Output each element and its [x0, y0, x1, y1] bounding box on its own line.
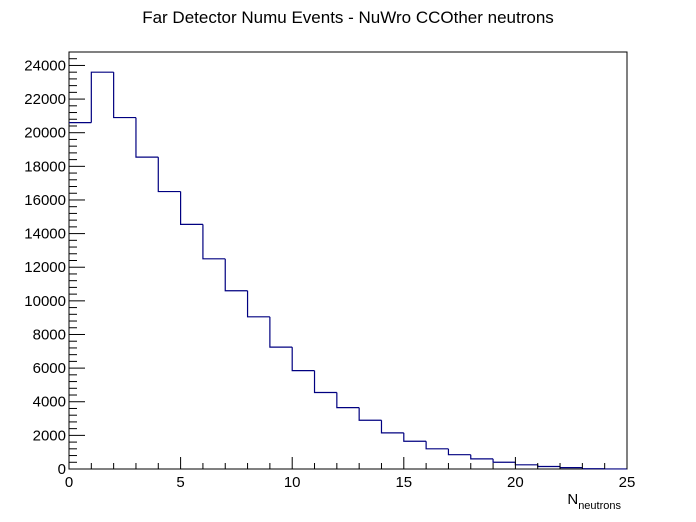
x-axis-title-main: N	[567, 491, 578, 508]
y-tick-label: 18000	[24, 158, 66, 175]
histogram-bars	[69, 71, 627, 470]
histogram-bin	[202, 224, 226, 260]
y-axis: 0 2000 4000 6000 8000 10000 12000 14000 16000 180…	[24, 51, 85, 478]
histogram-bin	[135, 117, 159, 158]
x-tick-label: 15	[395, 474, 412, 491]
y-tick-label: 6000	[33, 360, 66, 377]
histogram-bin	[380, 420, 404, 434]
y-tick-label: 12000	[24, 259, 66, 276]
x-axis-title-subscript: neutrons	[578, 500, 621, 512]
histogram-bin	[358, 407, 382, 421]
plot-frame	[68, 51, 628, 470]
x-tick-label: 25	[619, 474, 636, 491]
x-axis-title: Nneutrons	[567, 491, 621, 512]
histogram-bin	[313, 370, 337, 394]
histogram-bin	[470, 454, 494, 460]
histogram-bin	[90, 71, 114, 123]
histogram-bin	[537, 464, 561, 468]
histogram-bin	[559, 466, 583, 469]
x-tick-label: 10	[284, 474, 301, 491]
histogram-bin	[291, 347, 315, 372]
histogram-bin	[336, 392, 360, 409]
x-tick-label: 5	[176, 474, 184, 491]
histogram-bin	[157, 157, 181, 193]
histogram-bin	[403, 432, 427, 442]
y-tick-label: 22000	[24, 91, 66, 108]
histogram-bin	[246, 290, 270, 318]
y-tick-label: 24000	[24, 57, 66, 74]
y-tick-label: 8000	[33, 326, 66, 343]
histogram-bin	[425, 441, 449, 450]
histogram-bin	[514, 462, 538, 466]
histogram-bin	[224, 258, 248, 292]
histogram-bin	[447, 448, 471, 456]
y-tick-label: 14000	[24, 226, 66, 243]
y-tick-label: 0	[58, 461, 66, 478]
y-tick-label: 20000	[24, 125, 66, 142]
y-tick-label: 10000	[24, 293, 66, 310]
x-axis: 0 5 10 15 20 25	[65, 457, 636, 491]
plot-area-border	[68, 51, 628, 470]
histogram-bin	[269, 316, 293, 348]
histogram-bin	[492, 458, 516, 463]
histogram-bin	[180, 191, 203, 225]
x-tick-label: 20	[507, 474, 524, 491]
y-tick-label: 2000	[33, 427, 66, 444]
histogram-bin	[113, 72, 136, 119]
chart-title: Far Detector Numu Events - NuWro CCOther…	[142, 8, 554, 27]
x-tick-label: 0	[65, 474, 73, 491]
histogram-bin	[581, 467, 605, 470]
y-tick-label: 4000	[33, 394, 66, 411]
y-tick-label: 16000	[24, 192, 66, 209]
